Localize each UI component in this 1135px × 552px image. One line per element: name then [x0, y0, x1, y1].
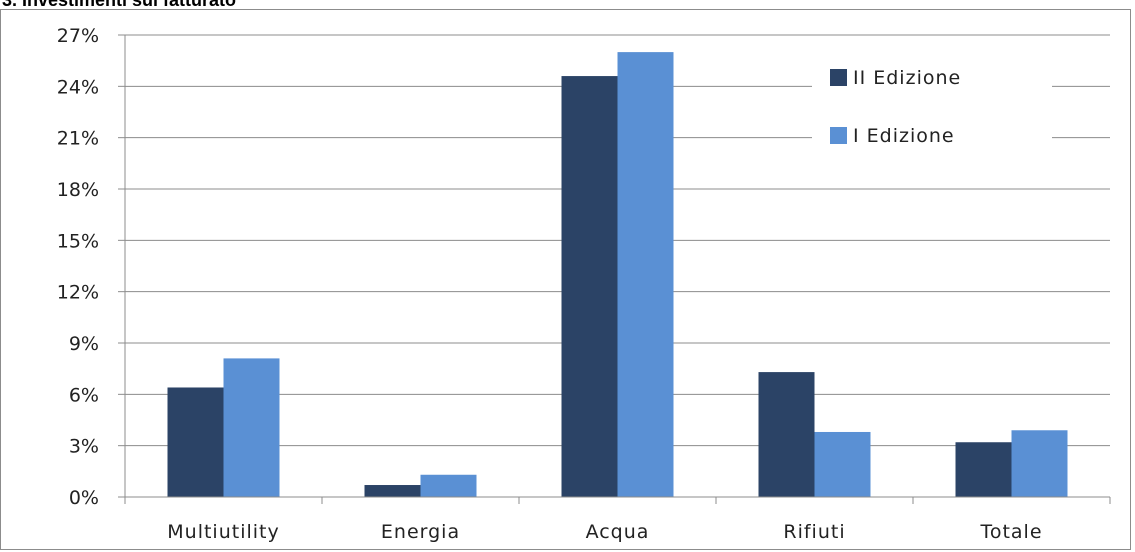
chart-frame: [0, 9, 1131, 550]
chart-title: 3. Investimenti sul fatturato: [2, 0, 237, 10]
y-tick-label: 21%: [57, 128, 99, 150]
bar-ii-edizione: [955, 442, 1012, 497]
bar-i-edizione: [617, 52, 674, 497]
y-tick-label: 3%: [69, 436, 99, 458]
legend-label: I Edizione: [853, 125, 955, 147]
y-tick-label: 27%: [57, 25, 99, 47]
y-axis-ticks: 0% 3% 6% 9% 12% 15% 18% 21% 24% 27%: [57, 25, 99, 509]
y-tick-label: 0%: [69, 487, 99, 509]
bar-i-edizione: [814, 431, 871, 497]
x-tick-label: Energia: [381, 521, 460, 543]
bars: [167, 52, 1068, 498]
bar-ii-edizione: [561, 76, 618, 498]
y-tick-label: 15%: [57, 230, 99, 252]
x-tick-label: Multiutility: [167, 521, 279, 543]
x-axis-labels: Multiutility Energia Acqua Rifiuti Totale: [167, 521, 1042, 543]
y-tick-label: 9%: [69, 333, 99, 355]
legend: II Edizione I Edizione: [812, 55, 1052, 161]
x-tick-label: Acqua: [586, 521, 650, 543]
bar-i-edizione: [1011, 430, 1068, 497]
bar-i-edizione: [420, 474, 477, 497]
axes: [118, 34, 1111, 504]
x-tick-label: Totale: [979, 521, 1042, 543]
y-tick-label: 12%: [57, 282, 99, 304]
legend-box: [812, 55, 1052, 161]
bar-i-edizione: [223, 358, 280, 497]
y-tick-label: 18%: [57, 179, 99, 201]
y-tick-label: 6%: [69, 384, 99, 406]
bar-ii-edizione: [758, 372, 815, 497]
legend-label: II Edizione: [853, 67, 961, 89]
legend-swatch: [830, 127, 847, 144]
x-tick-label: Rifiuti: [783, 521, 845, 543]
bar-ii-edizione: [167, 387, 224, 497]
legend-swatch: [830, 69, 847, 86]
y-tick-label: 24%: [57, 76, 99, 98]
bar-ii-edizione: [364, 485, 421, 497]
